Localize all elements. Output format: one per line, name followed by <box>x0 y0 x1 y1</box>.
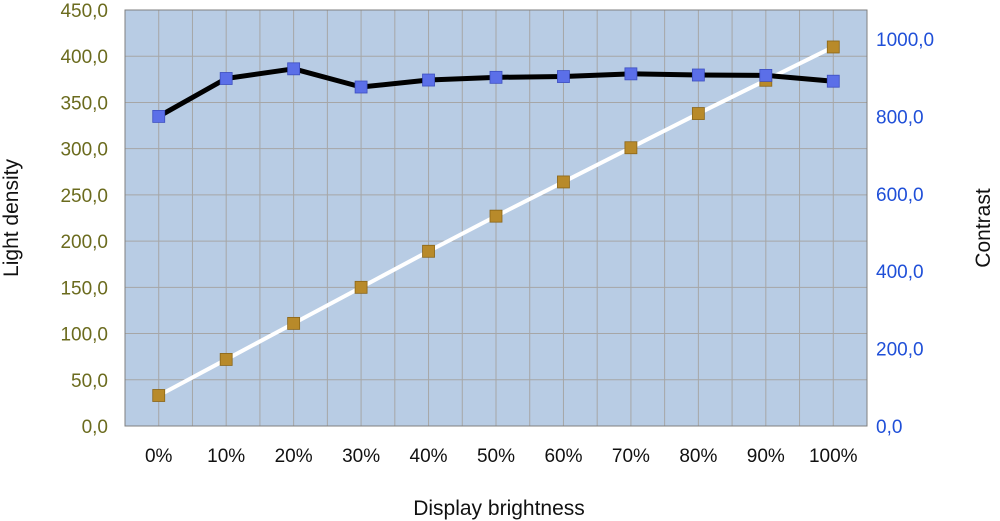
x-tick-label: 30% <box>342 446 380 467</box>
series-2-marker <box>489 70 503 84</box>
series-2-marker <box>691 68 705 82</box>
series-2-marker <box>287 62 301 76</box>
series-1-marker <box>422 244 435 258</box>
right-tick-label: 200,0 <box>876 340 924 361</box>
right-tick-label: 1000,0 <box>876 30 934 51</box>
series-2-marker <box>759 68 773 82</box>
left-tick-label: 450,0 <box>60 1 108 22</box>
series-1-marker <box>826 40 840 54</box>
series-2-marker <box>422 73 435 87</box>
series-1-marker <box>691 107 705 120</box>
series-layer <box>152 40 840 402</box>
series-2-marker <box>152 110 166 123</box>
series-2-marker <box>826 74 840 88</box>
x-axis-ticks: 0% 10% 20% 30% 40% 50% 60% 70% 80% 90% 100% <box>145 446 858 467</box>
x-tick-label: 20% <box>275 446 313 467</box>
right-tick-label: 800,0 <box>876 107 924 128</box>
series-1-marker <box>489 209 503 223</box>
series-2-marker <box>624 67 638 81</box>
x-tick-label: 60% <box>544 446 582 467</box>
left-tick-label: 200,0 <box>60 232 108 253</box>
x-tick-label: 0% <box>145 446 173 467</box>
right-axis-ticks: 0,0 200,0 400,0 600,0 800,0 1000,0 <box>876 30 934 438</box>
x-tick-label: 100% <box>809 446 858 467</box>
series-1-marker <box>152 389 166 402</box>
x-axis-title: Display brightness <box>413 497 585 520</box>
series-2-marker <box>354 80 368 94</box>
series-1-marker <box>354 280 368 294</box>
right-y-axis-title: Contrast <box>972 188 995 268</box>
left-tick-label: 250,0 <box>60 186 108 207</box>
series-1-marker <box>624 141 638 155</box>
left-tick-label: 100,0 <box>60 325 108 346</box>
left-tick-label: 50,0 <box>71 371 108 392</box>
series-2-marker <box>557 70 570 83</box>
plot-border <box>124 9 868 427</box>
x-tick-label: 40% <box>410 446 448 467</box>
left-tick-label: 150,0 <box>60 278 108 299</box>
series-1-marker <box>219 353 233 366</box>
x-tick-label: 50% <box>477 446 515 467</box>
right-tick-label: 600,0 <box>876 185 924 206</box>
left-axis-ticks: 0,0 50,0 100,0 150,0 200,0 250,0 300,0 350,0 400… <box>60 1 108 438</box>
x-tick-label: 10% <box>207 446 245 467</box>
x-tick-label: 80% <box>679 446 717 467</box>
x-tick-label: 90% <box>747 446 785 467</box>
left-y-axis-title: Light density <box>0 159 23 277</box>
left-tick-label: 300,0 <box>60 140 108 161</box>
left-tick-label: 350,0 <box>60 93 108 114</box>
right-tick-label: 400,0 <box>876 262 924 283</box>
x-tick-label: 70% <box>612 446 650 467</box>
series-2-marker <box>219 72 233 85</box>
left-tick-label: 0,0 <box>82 417 108 438</box>
series-1-marker <box>287 316 301 330</box>
series-1-marker <box>557 175 570 189</box>
left-tick-label: 400,0 <box>60 47 108 68</box>
right-tick-label: 0,0 <box>876 417 902 438</box>
